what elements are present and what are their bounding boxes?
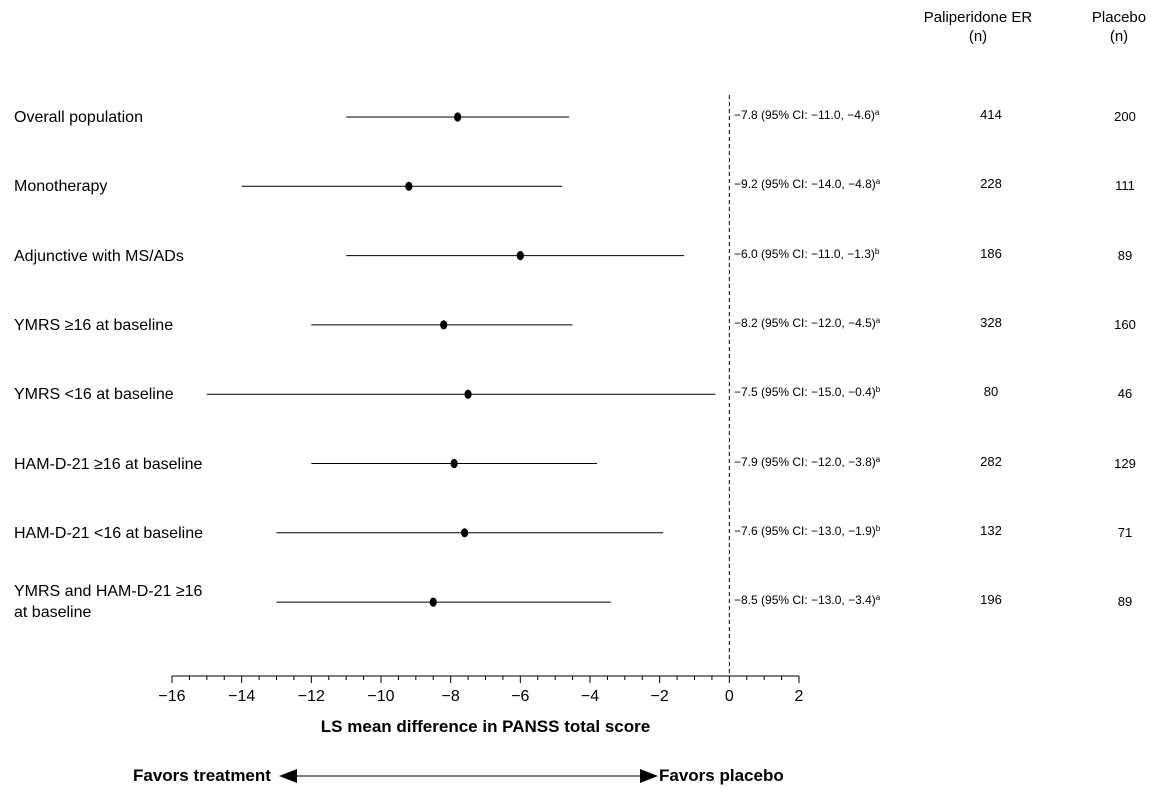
treatment-header-line2: (n) [968, 28, 988, 45]
x-tick-label: −10 [367, 688, 394, 705]
row-label: Monotherapy [14, 176, 107, 197]
row-label-line1: YMRS <16 at baseline [14, 386, 174, 404]
n-placebo: 111 [1115, 178, 1135, 194]
ci-text: −7.5 (95% CI: −15.0, −0.4)b [734, 385, 880, 399]
n-placebo: 71 [1117, 524, 1133, 540]
x-tick-label: −8 [442, 688, 460, 705]
row-label: YMRS <16 at baseline [14, 384, 174, 405]
x-tick-label: −4 [581, 688, 599, 705]
n-placebo: 160 [1114, 316, 1136, 332]
row-label: Adjunctive with MS/ADs [14, 246, 184, 267]
n-treatment: 186 [980, 245, 1002, 261]
x-tick-label: −2 [651, 688, 669, 705]
row-label-line1: Monotherapy [14, 178, 108, 196]
ci-text-value: −8.2 (95% CI: −12.0, −4.5) [734, 315, 876, 330]
point-estimate [516, 251, 524, 261]
ci-text-value: −7.8 (95% CI: −11.0, −4.6) [734, 108, 875, 122]
row-label: HAM-D-21 ≥16 at baseline [14, 454, 202, 475]
ci-footnote: a [875, 177, 881, 187]
ci-footnote: b [875, 523, 881, 533]
x-tick-label: −16 [158, 688, 185, 705]
ci-text: −7.9 (95% CI: −12.0, −3.8)a [734, 455, 880, 469]
x-tick-label: 2 [795, 688, 804, 705]
ci-text: −7.8 (95% CI: −11.0, −4.6)a [734, 108, 879, 122]
ci-text-value: −7.6 (95% CI: −13.0, −1.9) [734, 523, 876, 538]
n-treatment: 282 [980, 453, 1002, 469]
ci-text: −9.2 (95% CI: −14.0, −4.8)a [734, 177, 880, 191]
arrow-right-icon [640, 769, 658, 783]
placebo-header-line1: Placebo [1091, 9, 1147, 26]
row-label-line1: Adjunctive with MS/ADs [14, 247, 184, 265]
n-placebo: 129 [1114, 455, 1136, 471]
n-placebo: 46 [1117, 386, 1133, 402]
n-treatment: 196 [980, 592, 1002, 608]
n-treatment: 80 [983, 384, 999, 400]
x-tick-label: −12 [298, 688, 325, 705]
favors-treatment-label: Favors treatment [133, 766, 271, 785]
x-axis-label: LS mean difference in PANSS total score [320, 717, 651, 736]
ci-footnote: a [874, 108, 880, 117]
placebo-header-line2: (n) [1109, 28, 1129, 45]
ci-text: −7.6 (95% CI: −13.0, −1.9)b [734, 524, 880, 538]
point-estimate [440, 320, 448, 330]
n-placebo: 200 [1114, 109, 1136, 124]
row-label: YMRS and HAM-D-21 ≥16 at baseline [14, 581, 202, 623]
row-label: YMRS ≥16 at baseline [14, 315, 173, 336]
treatment-column-header: Paliperidone ER (n) [918, 8, 1038, 46]
point-estimate [461, 528, 469, 538]
favors-placebo-label: Favors placebo [659, 766, 784, 785]
n-placebo: 89 [1117, 247, 1133, 263]
n-treatment: 328 [980, 314, 1002, 330]
ci-footnote: a [875, 315, 881, 325]
row-label-line1: YMRS ≥16 at baseline [14, 316, 174, 334]
n-treatment: 132 [980, 522, 1002, 538]
point-estimate [405, 181, 413, 191]
ci-text-value: −6.0 (95% CI: −11.0, −1.3) [734, 246, 875, 261]
x-tick-label: −14 [228, 688, 255, 705]
ci-text-value: −9.2 (95% CI: −14.0, −4.8) [734, 177, 876, 192]
placebo-column-header: Placebo (n) [1084, 8, 1154, 46]
ci-text-value: −7.9 (95% CI: −12.0, −3.8) [734, 454, 876, 469]
row-label-line2: at baseline [14, 604, 92, 622]
ci-footnote: b [874, 246, 880, 256]
ci-text: −8.2 (95% CI: −12.0, −4.5)a [734, 316, 880, 330]
ci-footnote: a [875, 593, 881, 603]
point-estimate [429, 597, 437, 607]
ci-footnote: b [875, 385, 881, 395]
n-treatment: 228 [980, 176, 1002, 192]
point-estimate [454, 112, 462, 122]
row-label: Overall population [14, 107, 143, 128]
row-label-line1: Overall population [14, 109, 143, 126]
x-tick-label: 0 [725, 688, 734, 705]
x-tick-label: −6 [511, 688, 529, 705]
treatment-header-line1: Paliperidone ER [923, 9, 1033, 26]
row-label-line1: HAM-D-21 <16 at baseline [14, 524, 203, 542]
ci-text-value: −8.5 (95% CI: −13.0, −3.4) [734, 593, 876, 608]
point-estimate [450, 458, 458, 469]
n-placebo: 89 [1117, 594, 1133, 610]
ci-text: −6.0 (95% CI: −11.0, −1.3)b [734, 247, 879, 261]
point-estimate [464, 389, 472, 399]
arrow-left-icon [279, 769, 297, 783]
row-label-line1: HAM-D-21 ≥16 at baseline [14, 455, 203, 473]
ci-text-value: −7.5 (95% CI: −15.0, −0.4) [734, 385, 876, 400]
row-label-line1: YMRS and HAM-D-21 ≥16 [14, 583, 203, 601]
ci-text: −8.5 (95% CI: −13.0, −3.4)a [734, 593, 880, 607]
ci-footnote: a [875, 454, 881, 464]
n-treatment: 414 [980, 107, 1002, 122]
row-label: HAM-D-21 <16 at baseline [14, 523, 203, 544]
